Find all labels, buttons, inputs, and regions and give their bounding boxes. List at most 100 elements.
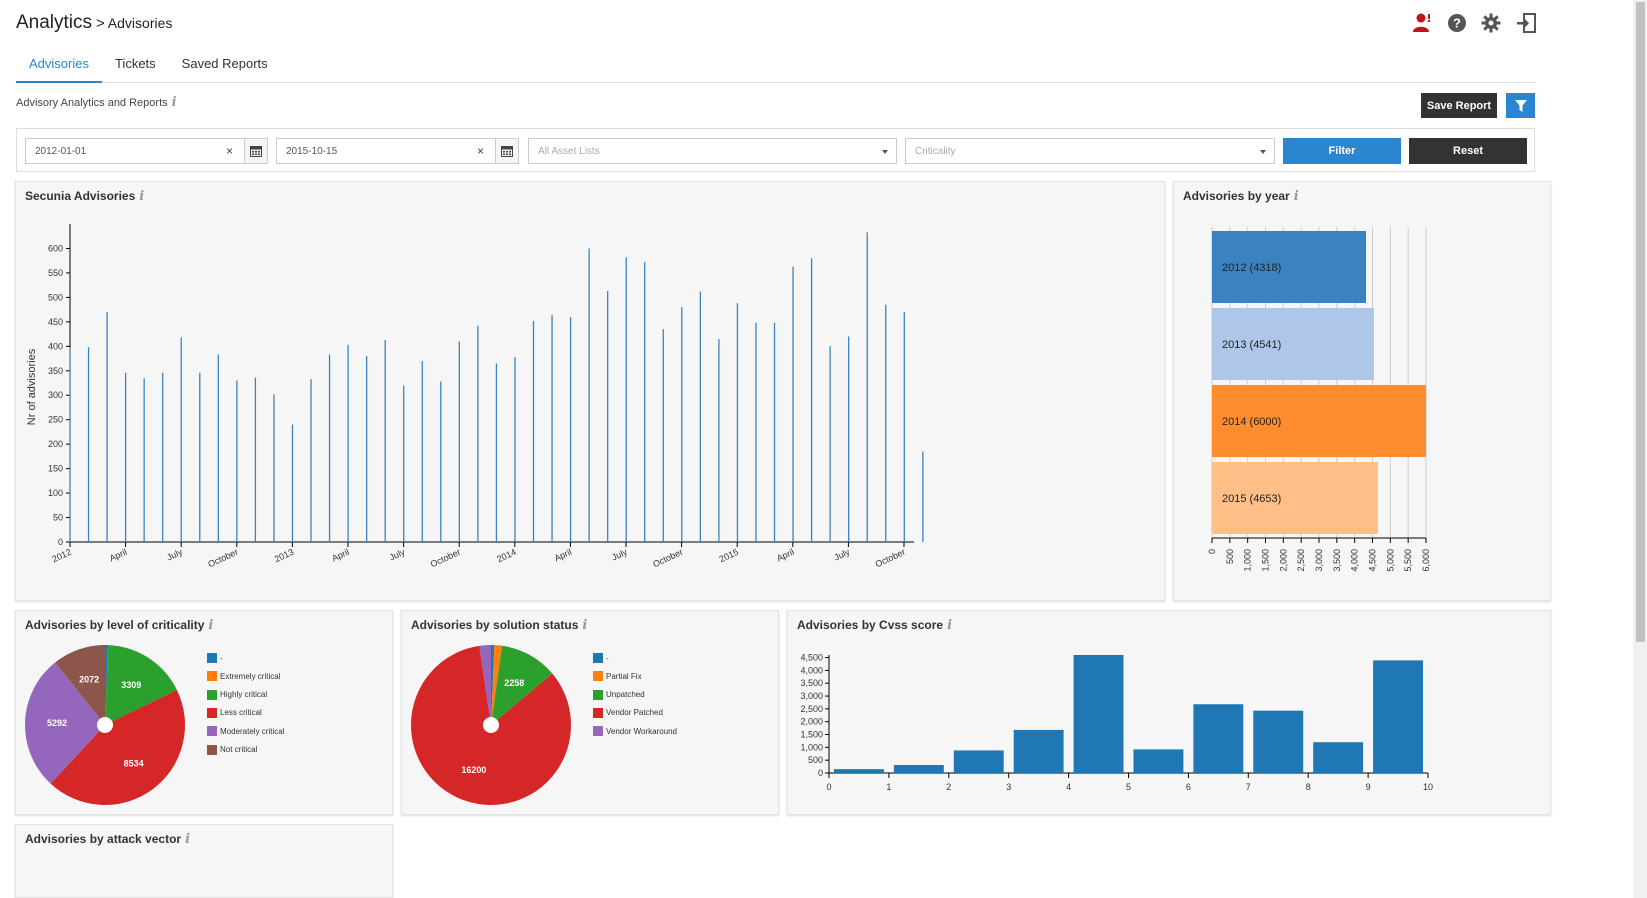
asset-lists-select[interactable]: All Asset Lists xyxy=(528,138,897,164)
pie-center xyxy=(483,717,499,733)
x-tick-label: 5 xyxy=(1126,782,1131,792)
x-tick-label: 3,500 xyxy=(1332,549,1342,572)
x-tick-label: 2,000 xyxy=(1278,549,1288,572)
pie-slice xyxy=(50,689,186,805)
info-icon[interactable]: i xyxy=(139,189,145,204)
legend-label: Vendor Patched xyxy=(606,708,663,718)
legend-item[interactable]: Extremely critical xyxy=(207,671,281,682)
pie-slice-label: 16200 xyxy=(461,765,486,775)
info-icon[interactable]: i xyxy=(171,95,177,110)
panel-title-text: Advisories by year xyxy=(1183,189,1290,203)
cvss-bar xyxy=(1013,729,1064,773)
legend-label: Extremely critical xyxy=(220,671,281,681)
legend-swatch xyxy=(593,689,603,700)
legend-item[interactable]: - xyxy=(593,653,609,663)
advisories-by-year-panel: Advisories by year i 2012 (4318) 2013 (454… xyxy=(1173,181,1551,601)
y-tick-label: 4,000 xyxy=(800,665,823,675)
panel-title: Advisories by attack vector i xyxy=(25,832,190,847)
cvss-bar xyxy=(893,765,944,773)
legend-label: Moderately critical xyxy=(220,726,285,736)
legend-item[interactable]: Less critical xyxy=(207,707,262,718)
legend-item[interactable]: Unpatched xyxy=(593,689,645,700)
info-icon[interactable]: i xyxy=(582,618,588,633)
legend-item[interactable]: - xyxy=(207,653,223,663)
panel-title: Advisories by year i xyxy=(1183,189,1299,204)
gear-icon[interactable] xyxy=(1481,13,1501,33)
solution-status-panel: Advisories by solution status i 2258 16200… xyxy=(401,610,779,815)
info-icon[interactable]: i xyxy=(1293,189,1299,204)
x-tick-label: 4 xyxy=(1066,782,1071,792)
legend-swatch xyxy=(593,707,603,718)
secunia-advisories-panel: Secunia Advisories i 0 50 100 150 200 250 300 35… xyxy=(15,181,1165,601)
legend-label: Partial Fix xyxy=(606,671,642,681)
save-report-button[interactable]: Save Report xyxy=(1421,93,1497,118)
help-icon[interactable]: ? xyxy=(1447,13,1467,33)
info-icon[interactable]: i xyxy=(947,618,953,633)
legend-swatch xyxy=(207,653,217,663)
vertical-scrollbar[interactable] xyxy=(1633,0,1647,898)
date-to-value: 2015-10-15 xyxy=(286,146,338,157)
info-icon[interactable]: i xyxy=(208,618,214,633)
user-alert-icon[interactable] xyxy=(1411,12,1433,34)
legend-item[interactable]: Highly critical xyxy=(207,689,268,700)
date-from-input[interactable]: 2012-01-01 × xyxy=(25,138,245,164)
y-tick-label: 600 xyxy=(48,243,63,253)
legend-item[interactable]: Vendor Workaround xyxy=(593,726,677,737)
legend-label: - xyxy=(220,653,223,663)
x-tick-label: 5,000 xyxy=(1385,549,1395,572)
pie-slice-label: 2258 xyxy=(504,678,524,688)
x-tick-label: 0 xyxy=(826,782,831,792)
x-tick-label: April xyxy=(775,547,796,564)
y-tick-label: 100 xyxy=(48,488,63,498)
pie-center xyxy=(97,717,113,733)
legend-swatch xyxy=(593,671,603,682)
legend-item[interactable]: Moderately critical xyxy=(207,726,285,737)
pie-slice xyxy=(491,645,495,725)
y-tick-label: 0 xyxy=(58,537,63,547)
filter-bar: 2012-01-01 × 2015-10-15 × All Asset List… xyxy=(16,128,1535,172)
date-from-value: 2012-01-01 xyxy=(35,146,87,157)
panel-title: Advisories by solution status i xyxy=(411,618,587,633)
legend-item[interactable]: Not critical xyxy=(207,744,257,755)
reset-button[interactable]: Reset xyxy=(1409,138,1527,164)
tab-tickets[interactable]: Tickets xyxy=(114,56,156,71)
x-tick-label: 4,000 xyxy=(1350,549,1360,572)
x-tick-label: 4,500 xyxy=(1368,549,1378,572)
breadcrumb-app[interactable]: Analytics xyxy=(16,12,93,33)
x-tick-label: 8 xyxy=(1306,782,1311,792)
advisories-by-year-chart: 2012 (4318) 2013 (4541) 2014 (6000) 2015 (4… xyxy=(1207,227,1431,572)
tab-saved-reports[interactable]: Saved Reports xyxy=(181,56,268,71)
y-tick-label: 3,000 xyxy=(800,691,823,701)
clear-date-to-icon[interactable]: × xyxy=(476,144,484,158)
legend-item[interactable]: Vendor Patched xyxy=(593,707,663,718)
panel-title: Advisories by Cvss score i xyxy=(797,618,952,633)
y-tick-label: 450 xyxy=(48,317,63,327)
filter-toggle-button[interactable] xyxy=(1506,93,1535,118)
legend-swatch xyxy=(207,744,217,755)
x-tick-label: October xyxy=(651,547,684,570)
secunia-advisories-chart: 0 50 100 150 200 250 300 350 400 450 500 550 600 Nr o… xyxy=(26,224,924,570)
chevron-down-icon xyxy=(1260,150,1266,154)
criticality-placeholder: Criticality xyxy=(915,146,956,157)
legend-swatch xyxy=(593,726,603,737)
logout-icon[interactable] xyxy=(1515,12,1537,34)
scrollbar-thumb[interactable] xyxy=(1636,2,1645,642)
x-tick-label: 3 xyxy=(1006,782,1011,792)
info-icon[interactable]: i xyxy=(185,832,191,847)
legend-item[interactable]: Partial Fix xyxy=(593,671,642,682)
criticality-select[interactable]: Criticality xyxy=(905,138,1275,164)
calendar-to-icon[interactable] xyxy=(495,138,519,164)
filter-button[interactable]: Filter xyxy=(1283,138,1401,164)
x-tick-label: 3,000 xyxy=(1314,549,1324,572)
legend-swatch xyxy=(207,707,217,718)
legend-swatch xyxy=(207,689,217,700)
clear-date-from-icon[interactable]: × xyxy=(225,144,233,158)
legend-label: Highly critical xyxy=(220,690,268,700)
date-to-input[interactable]: 2015-10-15 × xyxy=(276,138,496,164)
panel-title-text: Advisories by attack vector xyxy=(25,832,182,846)
tab-advisories[interactable]: Advisories xyxy=(16,52,102,83)
x-tick-label: 6,000 xyxy=(1421,549,1431,572)
x-tick-label: April xyxy=(553,547,574,564)
tab-bar: Advisories Tickets Saved Reports xyxy=(16,52,1536,83)
calendar-from-icon[interactable] xyxy=(244,138,268,164)
